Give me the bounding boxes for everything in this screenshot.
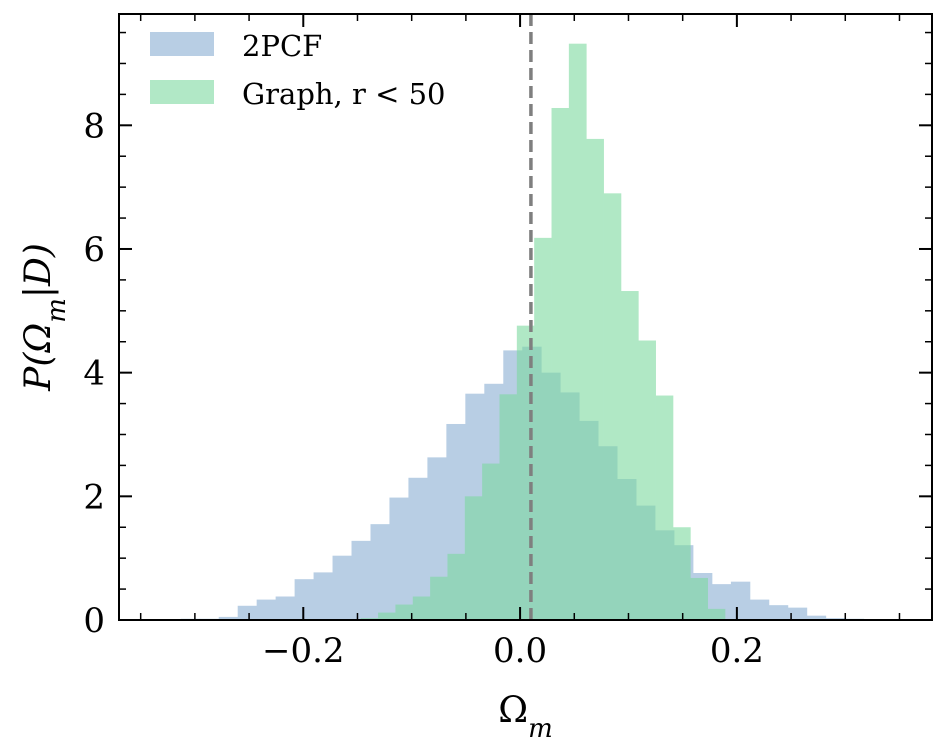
histogram-bar bbox=[389, 497, 409, 620]
histogram-bars bbox=[180, 43, 865, 621]
histogram-bar bbox=[378, 612, 396, 620]
histogram-bar bbox=[395, 604, 414, 620]
y-tick-label: 0 bbox=[83, 601, 105, 641]
legend-label: Graph, r < 50 bbox=[242, 77, 446, 111]
histogram-bar bbox=[275, 596, 296, 620]
x-tick-label: 0.0 bbox=[493, 631, 547, 671]
plot-frame bbox=[118, 13, 933, 621]
histogram-bar bbox=[787, 607, 808, 620]
legend-swatch bbox=[150, 32, 214, 56]
axis-ticks: −0.2 0.0 0.2 0 2 4 6 8 bbox=[83, 14, 932, 671]
legend-label: 2PCF bbox=[242, 29, 322, 63]
x-axis-label: Ωm bbox=[498, 690, 553, 744]
histogram-bar bbox=[768, 605, 789, 620]
histogram-bar bbox=[707, 608, 726, 620]
histogram-bar bbox=[638, 340, 656, 620]
histogram-bar bbox=[603, 193, 622, 620]
histogram-bar bbox=[730, 581, 751, 620]
histogram-bar bbox=[655, 395, 674, 620]
histogram-bar bbox=[482, 463, 500, 620]
y-tick-label: 8 bbox=[83, 106, 105, 146]
histogram-bar bbox=[806, 615, 827, 620]
histogram-bar bbox=[464, 496, 483, 620]
histogram-bar bbox=[672, 527, 691, 620]
histogram-bar bbox=[551, 107, 570, 621]
histogram-bar bbox=[586, 138, 604, 620]
y-tick-label: 2 bbox=[83, 477, 105, 517]
legend-swatch bbox=[150, 80, 214, 104]
histogram-bar bbox=[332, 555, 352, 620]
histogram-bar bbox=[620, 291, 639, 620]
histogram-bar bbox=[499, 394, 518, 620]
histogram-bar bbox=[237, 605, 258, 620]
y-tick-label: 6 bbox=[83, 230, 105, 270]
histogram-bar bbox=[568, 43, 587, 620]
histogram-bar bbox=[430, 576, 448, 620]
histogram-bar bbox=[447, 553, 466, 620]
histogram-bar bbox=[351, 540, 371, 620]
series-2 bbox=[360, 43, 726, 621]
histogram-bar bbox=[256, 599, 277, 620]
histogram-bar bbox=[412, 596, 431, 620]
histogram-bar bbox=[408, 477, 428, 620]
histogram-bar bbox=[749, 599, 770, 620]
histogram-bar bbox=[370, 524, 390, 620]
histogram-bar bbox=[294, 579, 314, 620]
x-tick-label: −0.2 bbox=[262, 631, 345, 671]
y-tick-label: 4 bbox=[83, 354, 105, 394]
legend: 2PCF Graph, r < 50 bbox=[150, 29, 446, 111]
histogram-bar bbox=[313, 572, 333, 620]
y-axis-label: P(Ωm|D) bbox=[18, 243, 72, 392]
histogram-bar bbox=[534, 237, 552, 620]
histogram-bar bbox=[690, 577, 709, 620]
histogram-bar bbox=[218, 616, 239, 620]
x-tick-label: 0.2 bbox=[710, 631, 764, 671]
